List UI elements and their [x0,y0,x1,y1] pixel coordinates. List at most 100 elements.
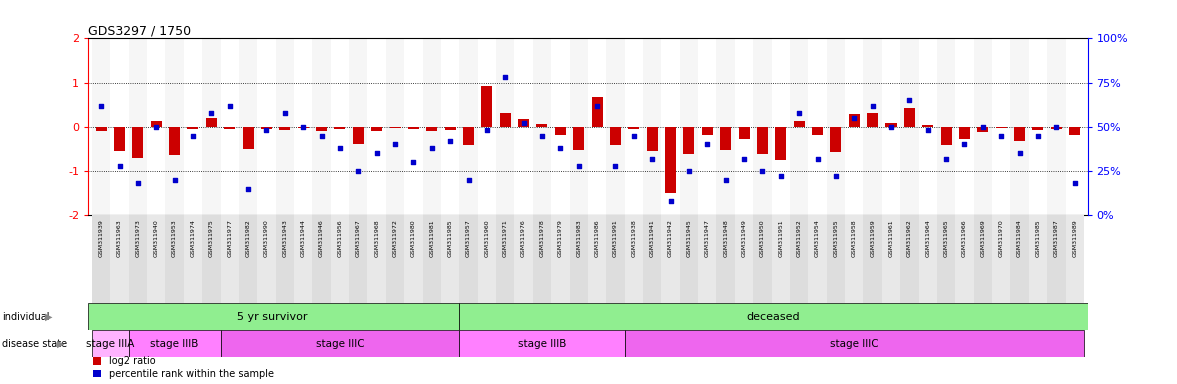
Bar [224,127,235,129]
Point [496,74,514,80]
Text: GSM311952: GSM311952 [797,219,802,257]
Point [937,156,956,162]
Bar [239,215,258,303]
Text: GSM311977: GSM311977 [227,219,232,257]
Bar [738,127,750,139]
Point [992,132,1011,139]
Bar [831,127,842,152]
Bar [643,38,661,215]
Text: GSM311989: GSM311989 [1072,219,1077,257]
Bar [1010,38,1029,215]
Text: GSM311955: GSM311955 [833,219,838,257]
Bar [459,303,1088,330]
Text: GSM311944: GSM311944 [300,219,306,257]
Text: GSM311979: GSM311979 [558,219,563,257]
Bar [606,215,625,303]
Text: GSM311942: GSM311942 [669,219,673,257]
Point [348,168,367,174]
Point [753,168,772,174]
Bar [680,215,698,303]
Bar [169,127,180,156]
Text: GSM311975: GSM311975 [208,219,214,257]
Bar [772,215,790,303]
Text: GSM311971: GSM311971 [503,219,507,257]
Bar [298,127,308,129]
Bar [882,38,900,215]
Bar [698,215,717,303]
Bar [992,215,1010,303]
Text: GSM311962: GSM311962 [906,219,912,257]
Bar [184,215,202,303]
Bar [95,127,107,131]
Bar [996,127,1006,129]
Point [606,162,625,169]
Bar [166,215,184,303]
Bar [423,215,441,303]
Text: stage IIIB: stage IIIB [151,339,199,349]
Text: GSM311973: GSM311973 [135,219,140,257]
Point [955,141,973,147]
Text: disease state: disease state [2,339,67,349]
Point [165,177,184,183]
Bar [500,114,511,127]
Point [643,156,661,162]
Text: GSM311985: GSM311985 [1036,219,1040,257]
Point [771,173,790,179]
Bar [478,38,496,215]
Bar [294,215,312,303]
Bar [334,127,345,129]
Bar [441,215,459,303]
Bar [809,38,826,215]
Bar [625,215,643,303]
Bar [1015,127,1025,141]
Text: GSM311963: GSM311963 [117,219,122,257]
Bar [386,38,404,215]
Text: GSM311986: GSM311986 [594,219,599,257]
Bar [390,127,400,129]
Bar [698,38,717,215]
Bar [220,330,459,357]
Point [900,97,919,103]
Bar [514,215,533,303]
Bar [959,127,970,139]
Bar [610,127,621,145]
Bar [1032,127,1044,130]
Text: ▶: ▶ [45,312,52,322]
Bar [317,127,327,131]
Bar [793,121,805,127]
Bar [918,38,937,215]
Point [294,124,313,130]
Bar [845,215,864,303]
Bar [128,330,220,357]
Text: GSM311945: GSM311945 [686,219,691,257]
Bar [459,38,478,215]
Text: GSM311940: GSM311940 [154,219,159,257]
Bar [206,118,217,127]
Bar [845,38,864,215]
Bar [992,38,1010,215]
Bar [790,215,809,303]
Bar [734,38,753,215]
Point [1029,132,1048,139]
Point [882,124,900,130]
Text: GSM311954: GSM311954 [814,219,820,257]
Text: GSM311961: GSM311961 [889,219,893,257]
Text: GSM311946: GSM311946 [319,219,324,257]
Bar [533,215,551,303]
Point [423,145,441,151]
Text: GSM311947: GSM311947 [705,219,710,257]
Bar [350,215,367,303]
Bar [734,215,753,303]
Point [661,198,680,204]
Point [257,127,275,133]
Bar [220,215,239,303]
Bar [661,38,680,215]
Bar [275,38,294,215]
Text: GSM311984: GSM311984 [1017,219,1022,257]
Text: GSM311960: GSM311960 [485,219,490,257]
Bar [111,215,128,303]
Bar [885,123,897,127]
Bar [478,215,496,303]
Text: ▶: ▶ [56,339,64,349]
Bar [386,215,404,303]
